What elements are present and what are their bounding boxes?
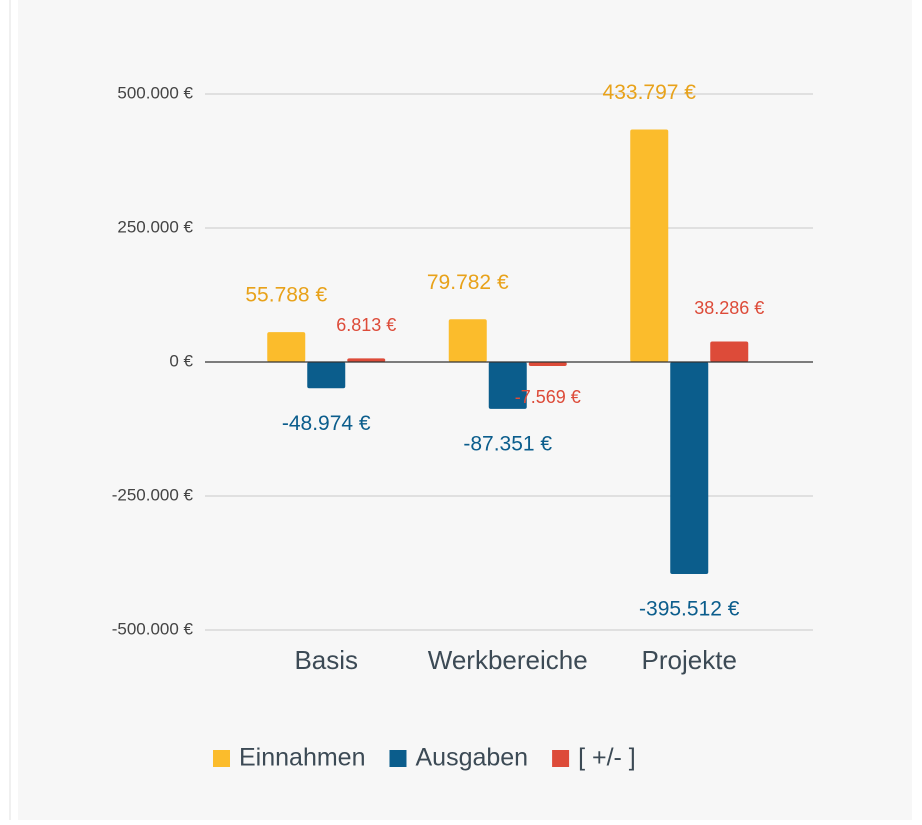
y-tick-label: 500.000 € (117, 83, 193, 102)
data-label: 433.797 € (603, 81, 697, 104)
bar (347, 358, 386, 362)
legend-swatch (213, 750, 230, 767)
data-label: -395.512 € (639, 598, 740, 621)
bar (630, 129, 669, 362)
data-label: 79.782 € (427, 271, 509, 294)
chart-background (18, 0, 912, 820)
y-tick-label: -500.000 € (112, 619, 194, 638)
bar (528, 362, 567, 367)
x-tick-label: Basis (294, 645, 358, 675)
data-label: -7.569 € (515, 387, 581, 407)
legend-label: Ausgaben (415, 744, 528, 772)
x-tick-label: Werkbereiche (428, 645, 588, 675)
legend-swatch (552, 750, 570, 767)
bar (670, 362, 709, 574)
data-label: 38.286 € (694, 298, 764, 318)
y-tick-label: 250.000 € (117, 217, 193, 236)
data-label: -87.351 € (463, 432, 552, 455)
legend-label: Einnahmen (239, 744, 365, 772)
bar (267, 332, 306, 362)
data-label: -48.974 € (282, 412, 371, 435)
x-tick-label: Projekte (642, 645, 737, 675)
bar (488, 362, 527, 409)
bar (448, 319, 487, 362)
data-label: 6.813 € (336, 315, 396, 335)
bar (307, 362, 346, 389)
data-label: 55.788 € (245, 284, 327, 307)
y-tick-label: 0 € (169, 351, 193, 370)
legend-label: [ +/- ] (578, 744, 636, 772)
bar (710, 341, 749, 362)
legend-swatch (389, 750, 407, 767)
y-tick-label: -250.000 € (112, 485, 194, 504)
